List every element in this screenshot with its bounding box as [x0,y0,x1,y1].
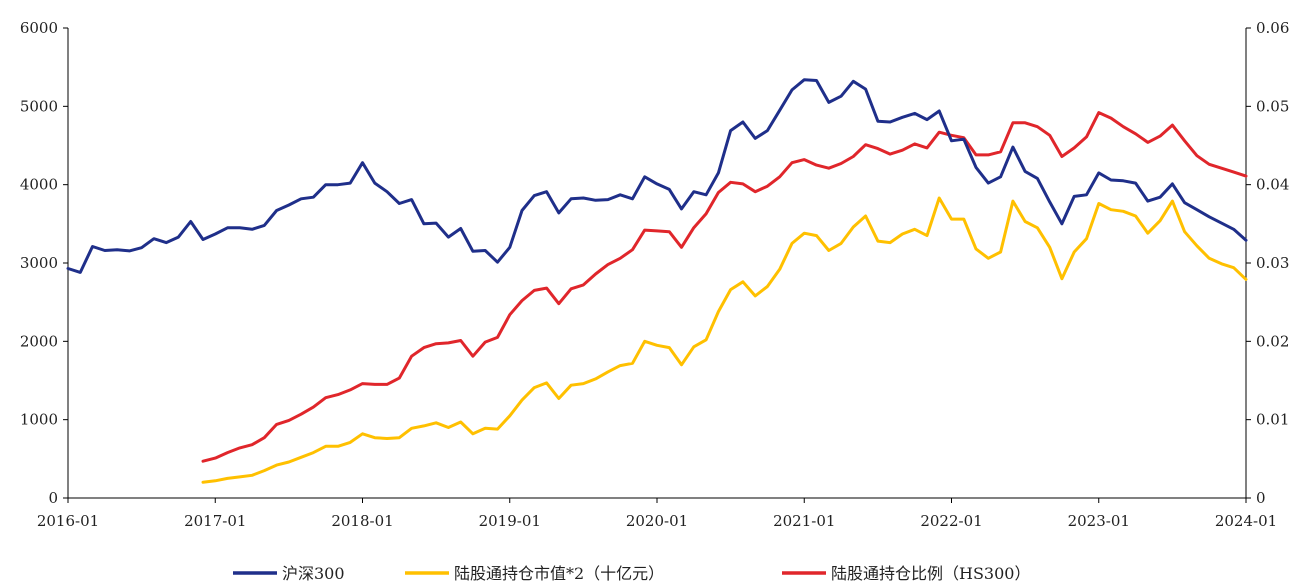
y-right-tick-label: 0.01 [1256,411,1289,429]
y-right-tick-label: 0.04 [1256,176,1289,194]
x-tick-label: 2016-01 [37,512,99,530]
series-line-holding-value [201,196,1248,484]
y-left-tick-label: 2000 [20,332,58,350]
legend: 沪深300 陆股通持仓市值*2（十亿元） 陆股通持仓比例（HS300） [233,564,1030,583]
y-left-tick-label: 1000 [20,411,58,429]
legend-label-holding-value: 陆股通持仓市值*2（十亿元） [454,564,664,583]
x-tick-label: 2023-01 [1068,512,1130,530]
x-tick-label: 2024-01 [1215,512,1277,530]
x-tick-label: 2017-01 [184,512,246,530]
series-line-hs300 [66,78,1248,274]
x-tick-label: 2020-01 [626,512,688,530]
y-right-tick-label: 0.05 [1256,97,1289,115]
axes: 0 1000 2000 3000 4000 5000 6000 0 0.01 0.02 0.03 0.… [20,19,1290,530]
legend-label-holding-ratio: 陆股通持仓比例（HS300） [831,564,1030,583]
series-line-holding-ratio [201,111,1248,463]
y-left-tick-label: 3000 [20,254,58,272]
series-layer [66,78,1248,484]
y-right-tick-label: 0.06 [1256,19,1289,37]
y-left-tick-label: 4000 [20,176,58,194]
x-tick-label: 2019-01 [479,512,541,530]
x-tick-label: 2022-01 [920,512,982,530]
y-left-tick-label: 6000 [20,19,58,37]
y-left-tick-label: 5000 [20,97,58,115]
legend-label-hs300: 沪深300 [282,564,345,583]
y-right-tick-label: 0.03 [1256,254,1289,272]
x-tick-label: 2018-01 [331,512,393,530]
x-tick-label: 2021-01 [773,512,835,530]
y-right-tick-label: 0.02 [1256,332,1289,350]
y-left-tick-label: 0 [48,489,58,507]
y-right-tick-label: 0 [1256,489,1266,507]
